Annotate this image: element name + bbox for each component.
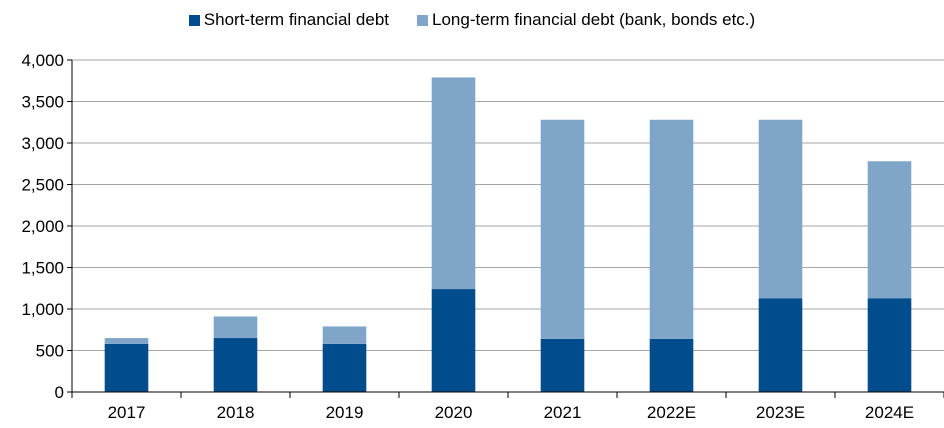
bar-short-term [540, 338, 585, 392]
bar-long-term [867, 161, 912, 299]
y-tick-label: 0 [55, 383, 64, 402]
x-tick-label: 2019 [326, 403, 364, 422]
y-tick-label: 1,000 [21, 300, 64, 319]
bar-short-term [649, 338, 694, 392]
bar-long-term [540, 119, 585, 339]
bar-short-term [431, 289, 476, 392]
y-tick-label: 1,500 [21, 259, 64, 278]
y-tick-label: 2,000 [21, 217, 64, 236]
bar-long-term [213, 316, 258, 339]
x-tick-label: 2018 [217, 403, 255, 422]
y-tick-label: 500 [36, 342, 64, 361]
x-tick-label: 2024E [865, 403, 914, 422]
x-tick-label: 2023E [756, 403, 805, 422]
bar-long-term [322, 326, 367, 344]
x-tick-label: 2020 [435, 403, 473, 422]
legend-label-long-term: Long-term financial debt (bank, bonds et… [432, 10, 756, 29]
legend-label-short-term: Short-term financial debt [203, 10, 389, 29]
bar-long-term [104, 338, 149, 344]
x-tick-label: 2021 [544, 403, 582, 422]
bar-short-term [104, 343, 149, 392]
y-tick-label: 3,500 [21, 93, 64, 112]
y-tick-label: 2,500 [21, 176, 64, 195]
legend-item-long-term: Long-term financial debt (bank, bonds et… [417, 10, 755, 30]
x-tick-label: 2022E [647, 403, 696, 422]
legend-swatch-short-term [188, 14, 200, 26]
y-tick-label: 4,000 [21, 51, 64, 70]
legend: Short-term financial debt Long-term fina… [0, 10, 944, 30]
legend-swatch-long-term [417, 14, 428, 26]
bar-long-term [758, 119, 803, 299]
legend-item-short-term: Short-term financial debt [188, 10, 389, 30]
y-tick-label: 3,000 [21, 134, 64, 153]
bar-long-term [431, 77, 476, 290]
bar-long-term [649, 119, 694, 339]
bar-short-term [758, 298, 803, 392]
x-tick-label: 2017 [108, 403, 146, 422]
bar-short-term [322, 343, 367, 392]
bar-short-term [213, 338, 258, 392]
bar-short-term [867, 298, 912, 392]
